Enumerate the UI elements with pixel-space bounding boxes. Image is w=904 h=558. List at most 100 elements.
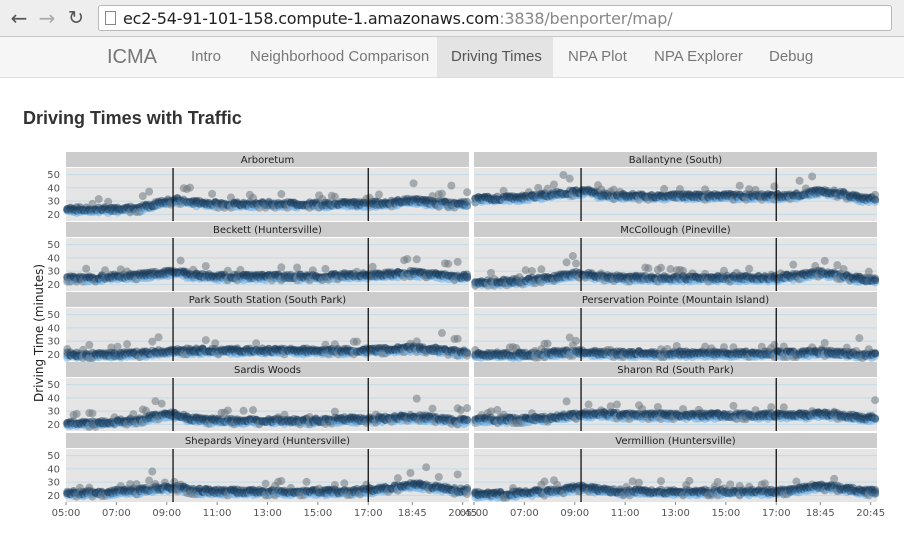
y-tick-label: 50 bbox=[47, 451, 60, 462]
data-point bbox=[226, 193, 235, 202]
data-point bbox=[428, 404, 437, 413]
data-point bbox=[543, 339, 552, 348]
data-point bbox=[572, 259, 581, 268]
tab-intro[interactable]: Intro bbox=[191, 48, 222, 65]
data-point bbox=[157, 399, 166, 408]
data-point bbox=[463, 404, 472, 413]
data-point bbox=[590, 187, 599, 196]
data-point bbox=[463, 416, 472, 425]
data-point bbox=[374, 190, 383, 199]
facet-strip bbox=[474, 152, 877, 167]
url-text[interactable]: ec2-54-91-101-158.compute-1.amazonaws.co… bbox=[123, 9, 673, 28]
data-point bbox=[208, 189, 217, 198]
y-tick-label: 20 bbox=[47, 210, 60, 221]
back-arrow-icon[interactable]: ← bbox=[10, 6, 28, 30]
data-point bbox=[403, 255, 412, 264]
browser-toolbar: ← → ↻ ec2-54-91-101-158.compute-1.amazon… bbox=[0, 0, 904, 37]
data-point bbox=[871, 349, 880, 358]
data-point bbox=[549, 180, 558, 189]
data-point bbox=[559, 170, 568, 179]
tab-npa-plot[interactable]: NPA Plot bbox=[568, 48, 627, 65]
data-point bbox=[453, 334, 462, 343]
data-point bbox=[277, 263, 286, 272]
data-point bbox=[871, 414, 880, 423]
y-tick-label: 40 bbox=[47, 323, 60, 334]
data-point bbox=[123, 340, 132, 349]
data-point bbox=[176, 256, 185, 265]
data-point bbox=[352, 337, 361, 346]
brand-logo[interactable]: ICMA bbox=[107, 46, 157, 68]
facet-title: Shepards Vineyard (Huntersville) bbox=[185, 436, 350, 447]
data-point bbox=[493, 405, 502, 414]
data-point bbox=[729, 401, 738, 410]
data-point bbox=[657, 263, 666, 272]
data-point bbox=[82, 264, 91, 273]
url-host: ec2-54-91-101-158.compute-1.amazonaws.co… bbox=[123, 9, 500, 28]
reload-icon[interactable]: ↻ bbox=[68, 7, 84, 29]
forward-arrow-icon[interactable]: → bbox=[38, 6, 56, 30]
address-bar[interactable]: ec2-54-91-101-158.compute-1.amazonaws.co… bbox=[98, 5, 892, 31]
y-tick-label: 30 bbox=[47, 407, 60, 418]
data-point bbox=[223, 406, 232, 415]
data-point bbox=[584, 400, 593, 409]
data-point bbox=[302, 477, 311, 486]
y-tick-label: 40 bbox=[47, 253, 60, 264]
data-point bbox=[261, 479, 270, 488]
y-tick-label: 20 bbox=[47, 280, 60, 291]
data-point bbox=[855, 334, 864, 343]
data-point bbox=[609, 185, 618, 194]
data-point bbox=[463, 351, 472, 360]
data-point bbox=[795, 176, 804, 185]
data-point bbox=[534, 183, 543, 192]
y-tick-label: 40 bbox=[47, 464, 60, 475]
url-path: :3838/benporter/map/ bbox=[499, 9, 673, 28]
data-point bbox=[779, 403, 788, 412]
tab-neighborhood-comparison[interactable]: Neighborhood Comparison bbox=[250, 48, 430, 65]
data-point bbox=[239, 406, 248, 415]
data-point bbox=[789, 260, 798, 269]
data-point bbox=[871, 276, 880, 285]
data-point bbox=[72, 409, 81, 418]
data-point bbox=[770, 182, 779, 191]
data-point bbox=[562, 397, 571, 406]
data-point bbox=[463, 490, 472, 499]
data-point bbox=[463, 188, 472, 197]
facet-title: Park South Station (South Park) bbox=[189, 295, 347, 306]
y-tick-label: 20 bbox=[47, 420, 60, 431]
page-title: Driving Times with Traffic bbox=[23, 108, 242, 128]
data-point bbox=[428, 192, 437, 201]
tab-driving-times[interactable]: Driving Times bbox=[437, 37, 553, 77]
data-point bbox=[277, 190, 286, 199]
facet-title: Sharon Rd (South Park) bbox=[617, 365, 734, 376]
facet-title: Ballantyne (South) bbox=[629, 155, 722, 166]
data-point bbox=[568, 252, 577, 261]
data-point bbox=[463, 272, 472, 281]
data-point bbox=[154, 333, 163, 342]
data-point bbox=[597, 185, 606, 194]
y-tick-label: 20 bbox=[47, 491, 60, 502]
data-point bbox=[88, 409, 97, 418]
data-point bbox=[365, 193, 374, 202]
data-point bbox=[444, 259, 453, 268]
data-point bbox=[820, 256, 829, 265]
tab-npa-explorer[interactable]: NPA Explorer bbox=[654, 48, 743, 65]
data-point bbox=[562, 258, 571, 267]
data-point bbox=[524, 188, 533, 197]
data-point bbox=[871, 396, 880, 405]
data-point bbox=[820, 338, 829, 347]
data-point bbox=[644, 264, 653, 273]
data-point bbox=[412, 394, 421, 403]
data-point bbox=[412, 255, 421, 264]
y-tick-label: 50 bbox=[47, 380, 60, 391]
data-point bbox=[660, 184, 669, 193]
data-point bbox=[318, 195, 327, 204]
facet-strip bbox=[66, 152, 469, 167]
tab-debug[interactable]: Debug bbox=[769, 48, 814, 65]
data-point bbox=[138, 192, 147, 201]
y-tick-label: 20 bbox=[47, 350, 60, 361]
data-point bbox=[543, 184, 552, 193]
data-point bbox=[249, 406, 258, 415]
y-tick-label: 40 bbox=[47, 183, 60, 194]
y-tick-label: 50 bbox=[47, 170, 60, 181]
